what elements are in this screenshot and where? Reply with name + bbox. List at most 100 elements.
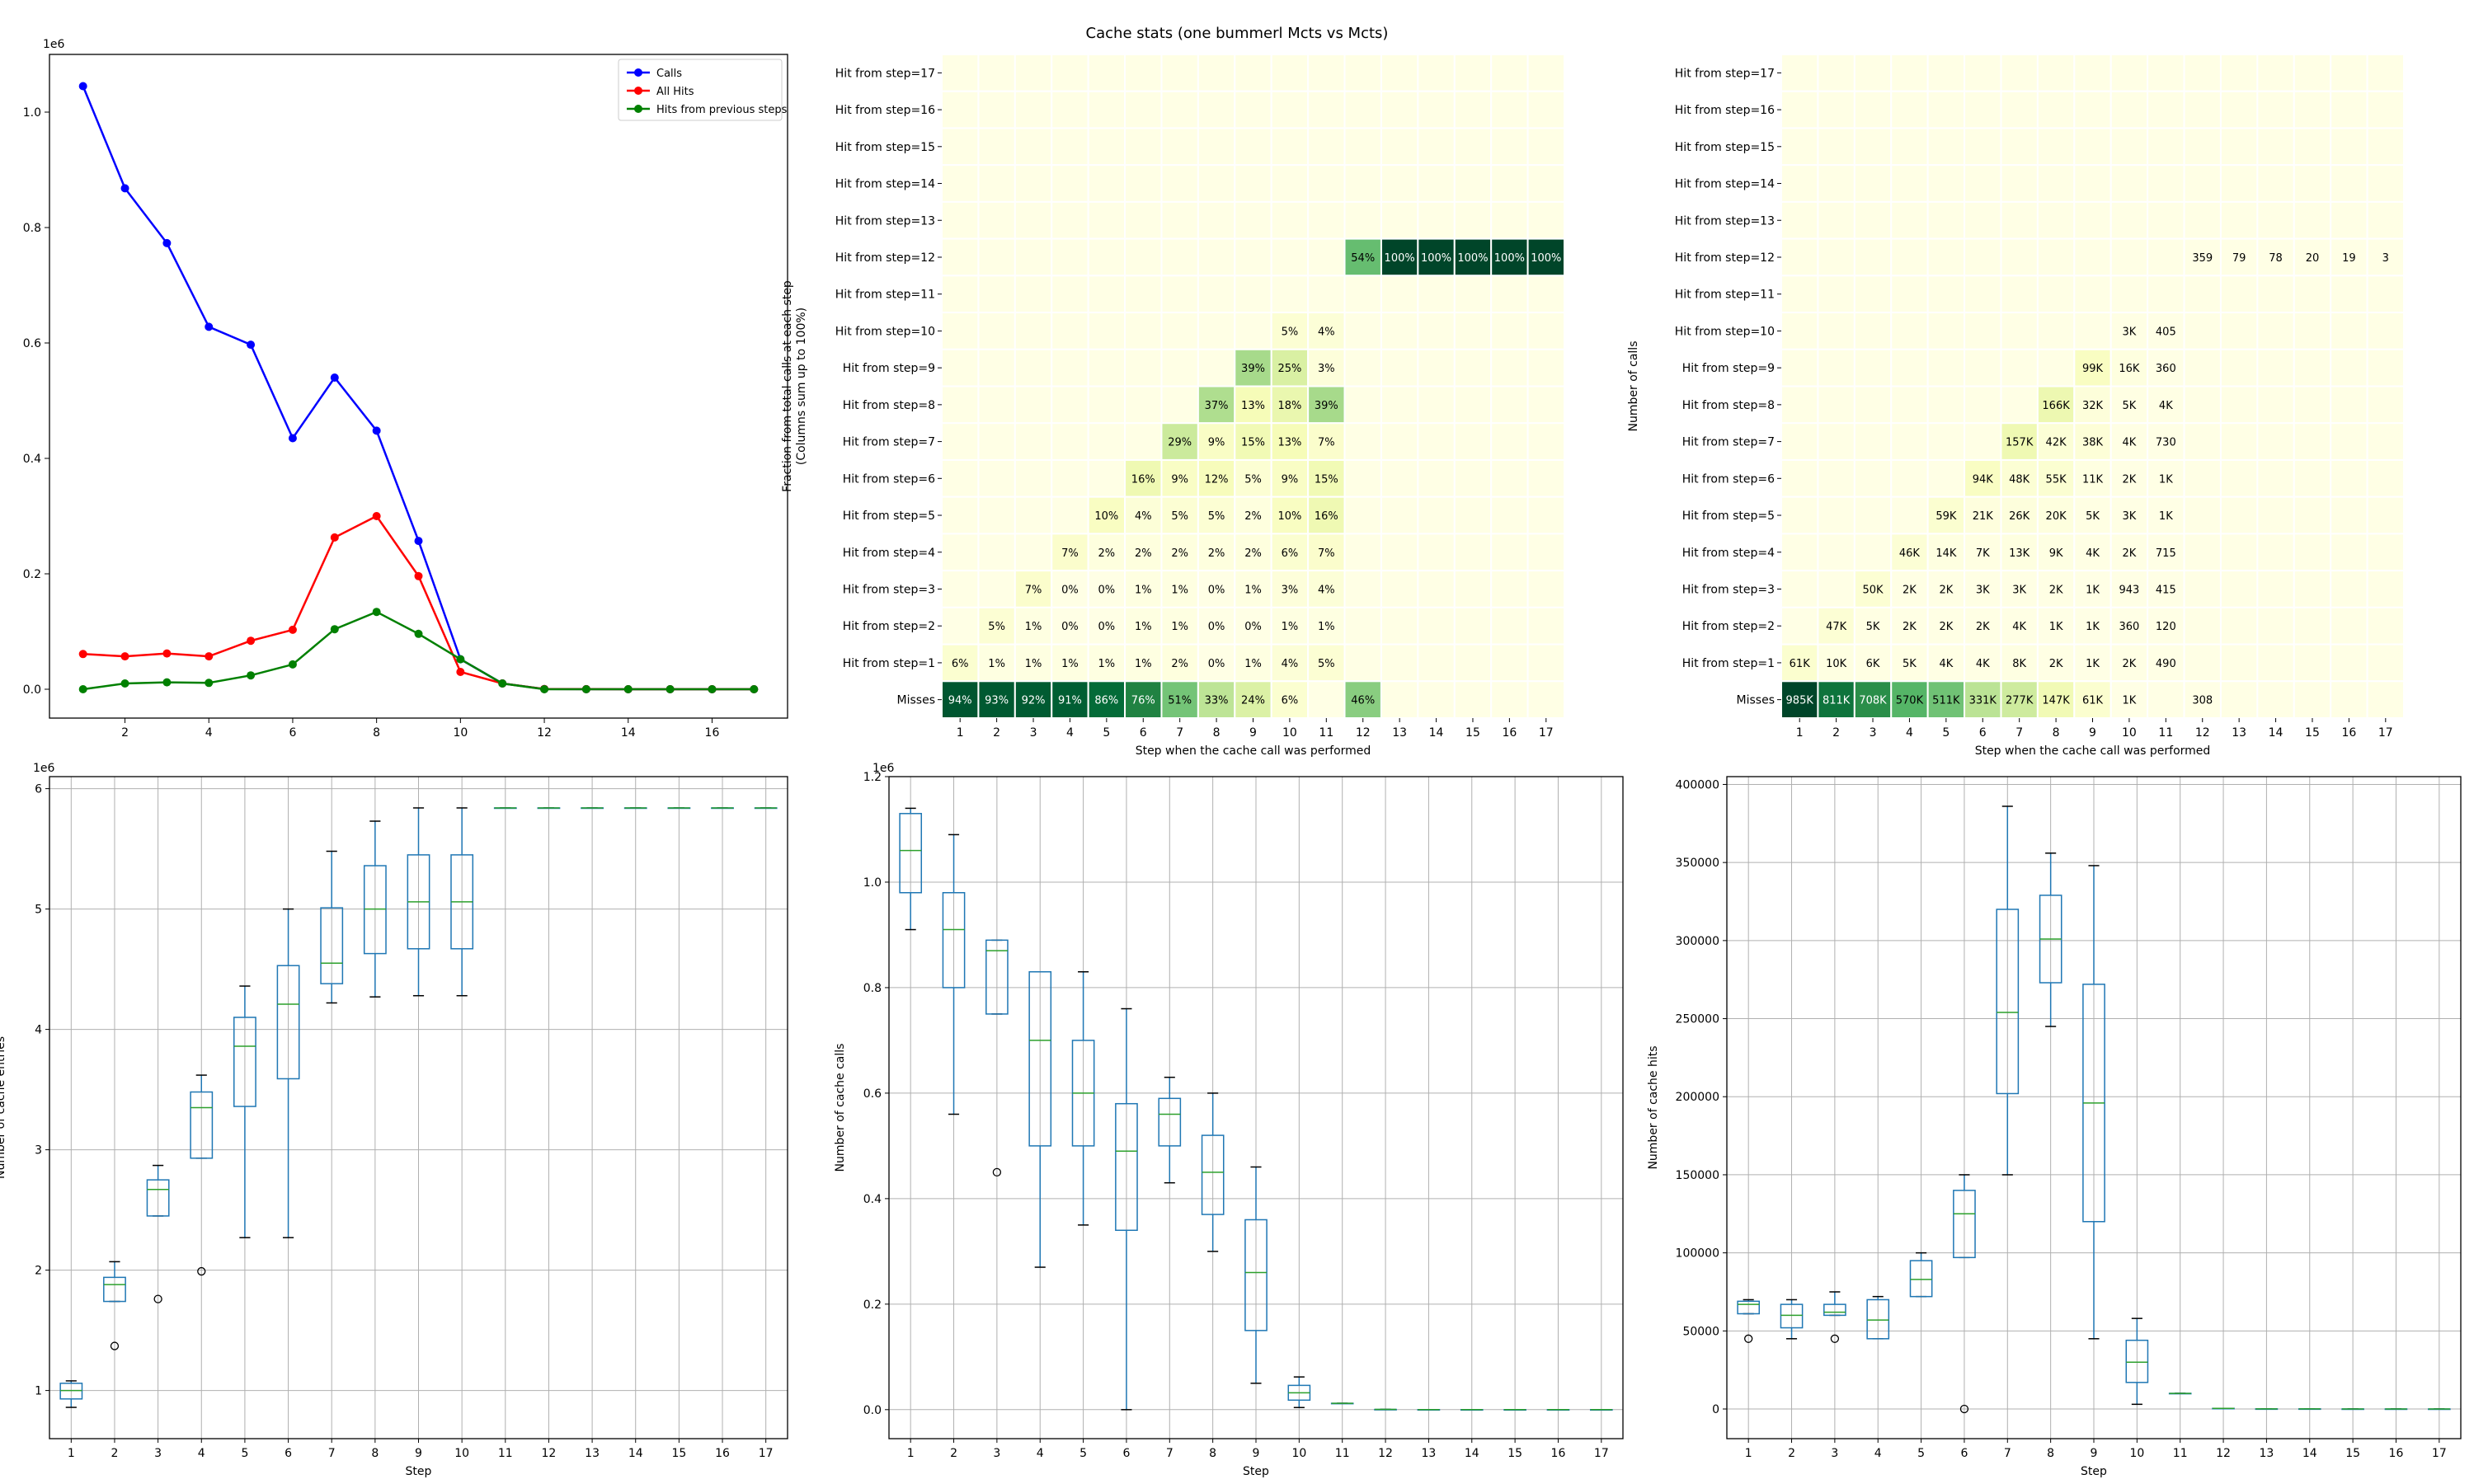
heatmap-cell xyxy=(941,570,980,608)
heatmap-cell xyxy=(1526,54,1566,92)
cell-label: 16K xyxy=(2119,363,2140,375)
heatmap-cell xyxy=(2147,127,2185,167)
cell-label: 4% xyxy=(1318,584,1335,596)
heatmap-cell xyxy=(1964,422,2002,461)
cell-label: 13K xyxy=(2009,547,2030,560)
heatmap-cell xyxy=(1234,275,1272,314)
cell-label: 4K xyxy=(1976,658,1990,670)
x-tick-label: 13 xyxy=(585,1447,600,1460)
heatmap-cell xyxy=(1270,90,1310,129)
heatmap-cell xyxy=(2219,643,2259,683)
cell-label: 2K xyxy=(2123,547,2137,560)
outlier-point xyxy=(992,1167,1002,1177)
heatmap-cell xyxy=(2183,570,2222,608)
heatmap-cell xyxy=(1890,275,1929,314)
heatmap-cell xyxy=(2330,348,2368,387)
box-5 xyxy=(1071,970,1095,1226)
x-tick-label: 14 xyxy=(2302,1447,2317,1460)
heatmap-cell xyxy=(2147,533,2185,572)
heatmap-cell xyxy=(1197,90,1236,129)
cell-label: 48K xyxy=(2009,473,2030,486)
heatmap-cell xyxy=(941,275,980,314)
heatmap-cell xyxy=(2366,606,2405,646)
heatmap-cell xyxy=(1307,312,1346,350)
series-point xyxy=(162,649,172,658)
heatmap-cell xyxy=(2000,200,2039,240)
heatmap-cell xyxy=(1817,533,1856,572)
y-tick-label: 0.4 xyxy=(863,1193,882,1206)
heatmap-cell xyxy=(1087,533,1126,572)
heatmap-cell xyxy=(1964,127,2002,167)
cell-label: 2% xyxy=(1171,547,1188,560)
cell-label: 100% xyxy=(1531,252,1561,265)
heatmap-cell xyxy=(2073,680,2112,719)
heatmap-cell xyxy=(1964,312,2002,350)
heatmap-cell xyxy=(1197,312,1236,350)
heatmap-cell xyxy=(1270,533,1310,572)
heatmap-cell xyxy=(1490,422,1529,461)
heatmap-cell xyxy=(1417,422,1456,461)
cell-label: 4K xyxy=(2159,400,2173,412)
heatmap-cell xyxy=(977,348,1016,387)
heatmap-cell xyxy=(2036,458,2076,498)
cell-label: 13% xyxy=(1277,437,1301,449)
x-tick-label: 11 xyxy=(2173,1447,2188,1460)
heatmap-cell xyxy=(2293,54,2332,92)
heatmap-cell xyxy=(2330,312,2368,350)
x-tick-label: 16 xyxy=(1502,726,1517,740)
heatmap-cell xyxy=(1890,200,1929,240)
heatmap-cell xyxy=(1890,495,1929,535)
heatmap-cell xyxy=(2147,164,2185,203)
heatmap-cell xyxy=(941,606,980,646)
x-tick-label: 4 xyxy=(1066,726,1074,740)
cell-label: 20K xyxy=(2046,510,2067,523)
heatmap-cell xyxy=(1087,458,1126,498)
box-8 xyxy=(2039,852,2062,1027)
series-point xyxy=(414,571,423,580)
heatmap-cell xyxy=(1453,385,1493,425)
heatmap-cell xyxy=(1926,458,1966,498)
box-iqr xyxy=(1780,1303,1804,1329)
heatmap-cell xyxy=(2000,54,2039,92)
y-tick-label: 300000 xyxy=(1676,935,1719,948)
row-label: Hit from step=7 xyxy=(843,436,935,449)
heatmap-cell xyxy=(1380,422,1419,461)
x-tick-label: 9 xyxy=(1253,1447,1260,1460)
heatmap-cell xyxy=(1197,348,1236,387)
heatmap-cell xyxy=(2330,127,2368,167)
x-tick-label: 10 xyxy=(1282,726,1297,740)
x-tick-label: 13 xyxy=(1392,726,1407,740)
heatmap-cell xyxy=(1490,606,1529,646)
heatmap-cell xyxy=(2000,422,2039,461)
heatmap-cell xyxy=(2366,237,2405,277)
calls-boxplot: 1 2 3 4 5 6 7 8 9 10 11 12 13 14 15 16 170.00.20.40.60.8… xyxy=(834,762,1624,1478)
heatmap-cell xyxy=(1490,533,1529,572)
x-tick-label: 15 xyxy=(1465,726,1480,740)
heatmap-cell xyxy=(2036,127,2076,167)
y-axis-label: Fraction from total calls at each step(C… xyxy=(781,280,808,492)
cell-label: 29% xyxy=(1168,437,1192,449)
row-label: Misses xyxy=(897,694,935,707)
cell-label: 42K xyxy=(2046,437,2067,449)
cell-label: 147K xyxy=(2042,695,2070,707)
heatmap-cell xyxy=(1160,533,1199,572)
x-tick-label: 13 xyxy=(2259,1447,2274,1460)
heatmap-cell xyxy=(2036,348,2076,387)
cell-label: 2% xyxy=(1208,547,1225,560)
heatmap-cell xyxy=(2073,200,2112,240)
heatmap-cell xyxy=(1380,54,1419,92)
heatmap-cell xyxy=(1526,385,1566,425)
box-16 xyxy=(2384,1408,2408,1411)
x-tick-label: 8 xyxy=(371,1447,379,1460)
box-15 xyxy=(2341,1408,2364,1411)
heatmap-cell xyxy=(1853,458,1893,498)
x-tick-label: 3 xyxy=(1831,1447,1838,1460)
x-tick-label: 11 xyxy=(1319,726,1333,740)
heatmap-cell xyxy=(2366,422,2405,461)
heatmap-cell xyxy=(2000,385,2039,425)
heatmap-cell xyxy=(1453,495,1493,535)
series-point xyxy=(288,434,297,443)
heatmap-cell xyxy=(1343,495,1382,535)
heatmap-cell xyxy=(2219,495,2259,535)
plot-frame xyxy=(49,54,788,719)
